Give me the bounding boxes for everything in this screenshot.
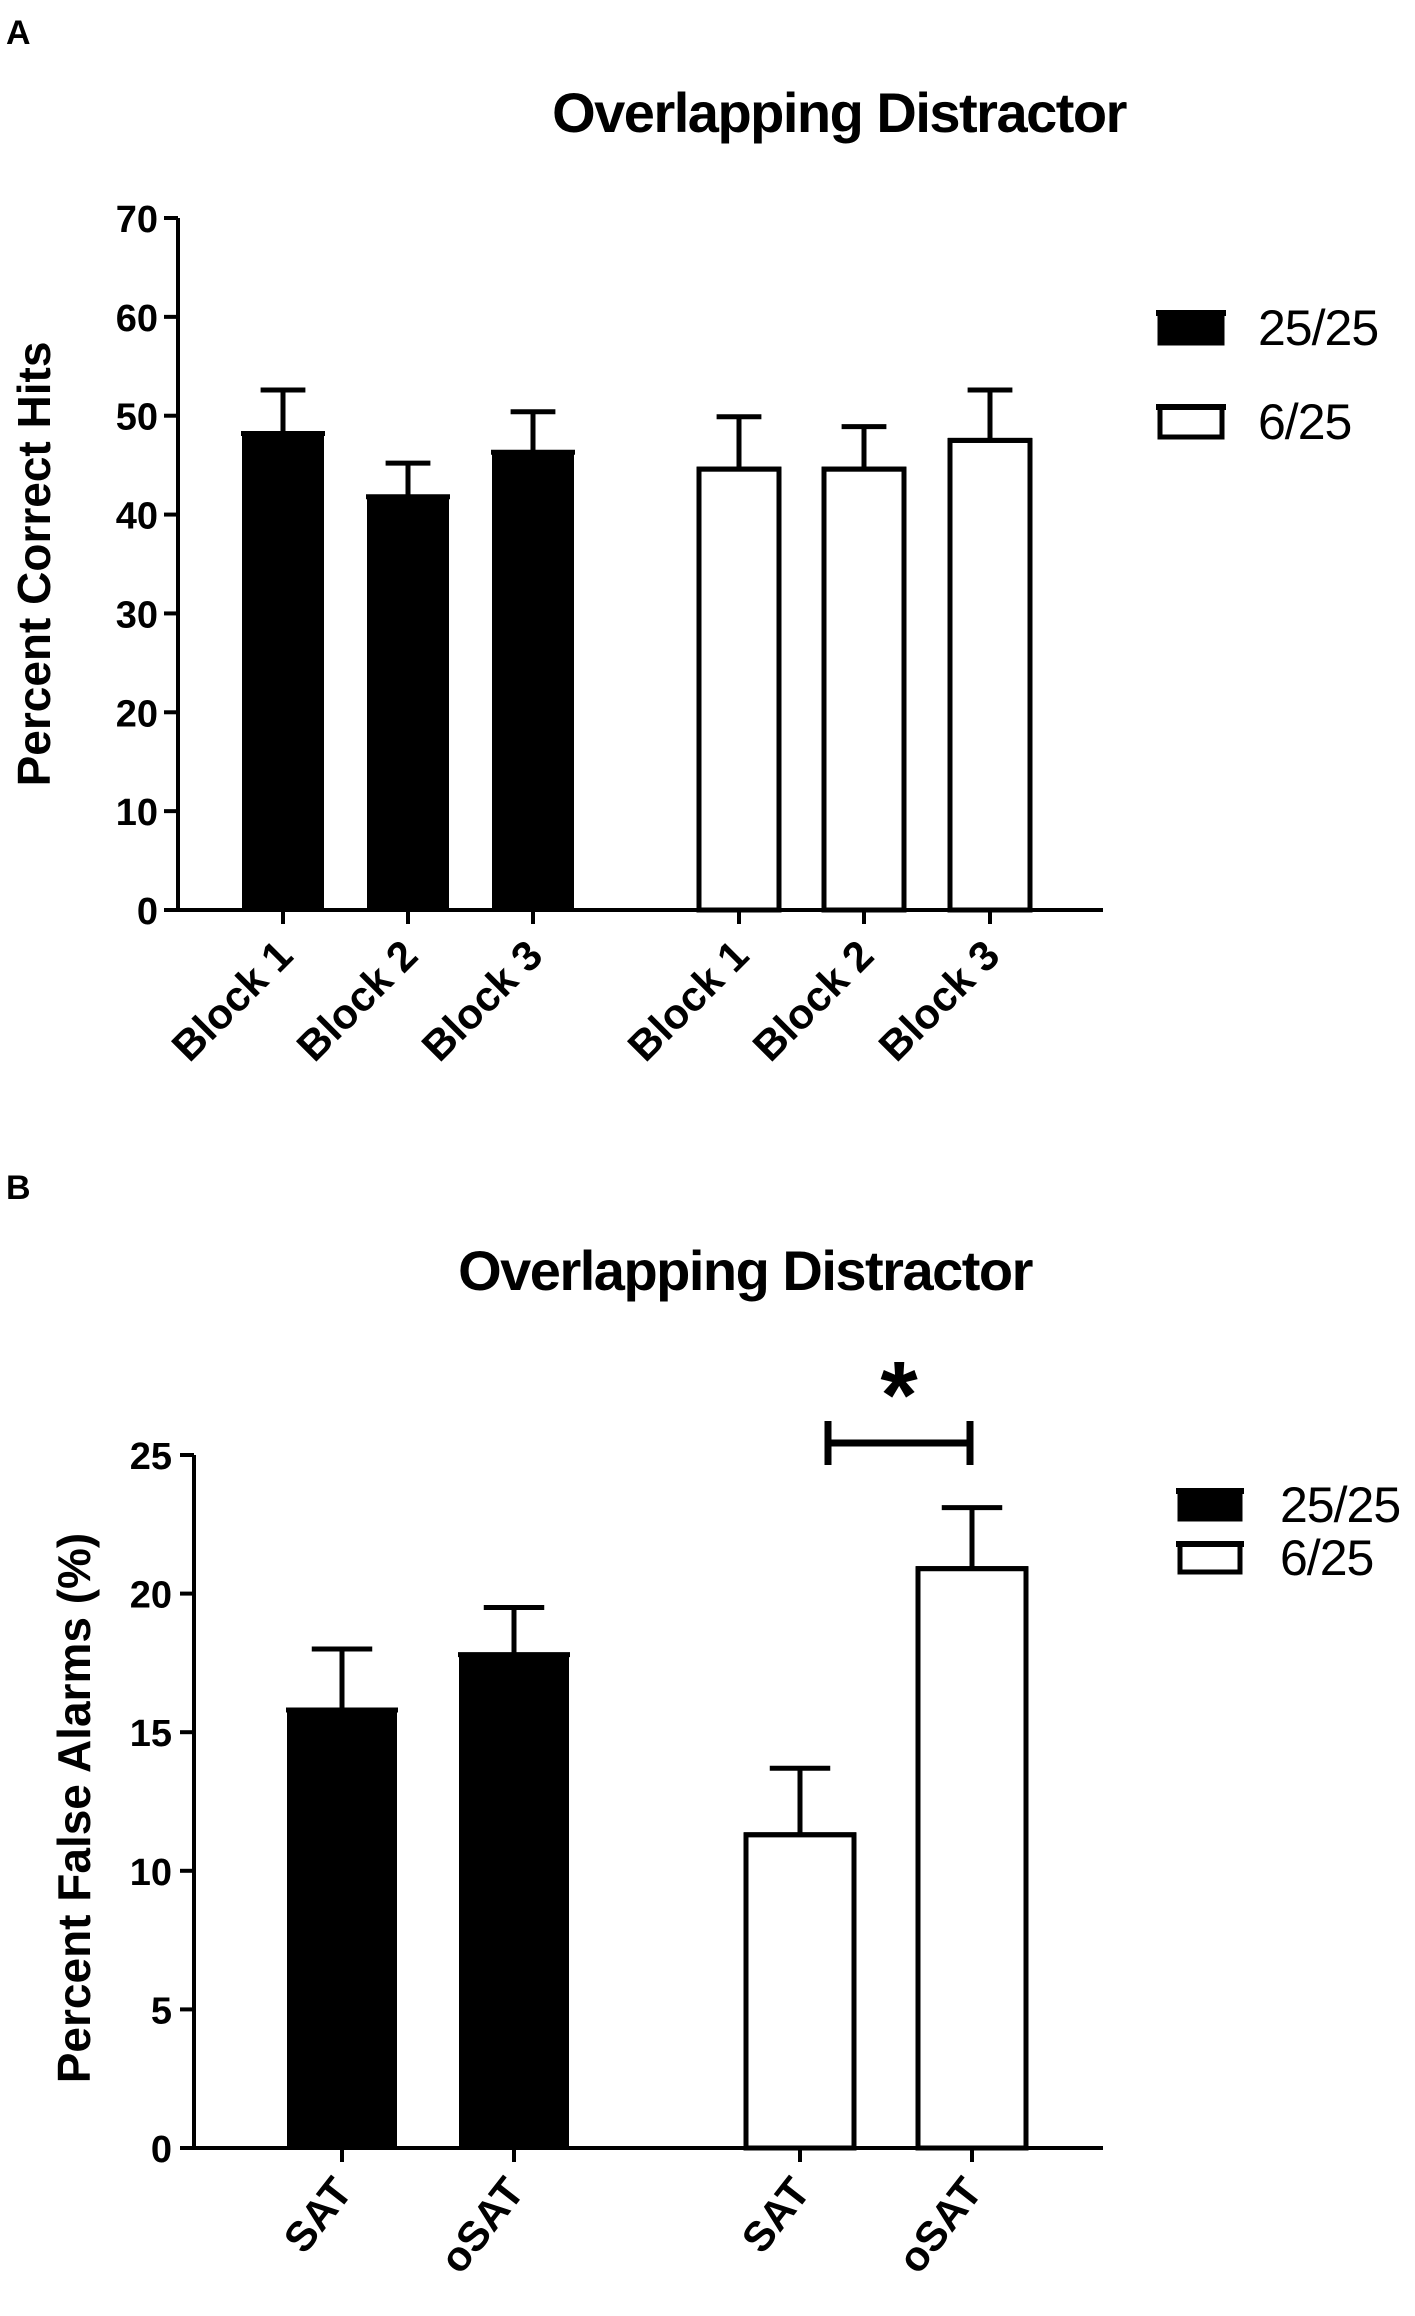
bar-25-25-block-2 bbox=[367, 495, 449, 911]
panel-label-b: B bbox=[6, 1169, 31, 1207]
x-tick-label: Block 1 bbox=[618, 931, 757, 1070]
bar-6-25-block-1 bbox=[696, 466, 782, 913]
x-tick-label: Block 1 bbox=[162, 931, 301, 1070]
bar-6-25-block-2 bbox=[821, 466, 907, 913]
x-tick-label: SAT bbox=[732, 2168, 819, 2261]
chart-title: Overlapping Distractor bbox=[458, 1239, 1033, 1302]
legend-swatch-6-25 bbox=[1157, 404, 1225, 440]
x-tick-label: SAT bbox=[274, 2168, 361, 2261]
legend-label: 6/25 bbox=[1258, 394, 1351, 450]
legend-swatch-6-25 bbox=[1177, 1541, 1243, 1575]
chart-title: Overlapping Distractor bbox=[552, 81, 1127, 144]
x-tick-label: Block 2 bbox=[287, 931, 426, 1070]
y-tick-label: 30 bbox=[116, 594, 158, 636]
y-tick-label: 0 bbox=[151, 2129, 172, 2171]
y-tick-label: 25 bbox=[130, 1436, 172, 1478]
bar-25-25-osat bbox=[459, 1653, 569, 2149]
y-tick-label: 5 bbox=[151, 1990, 172, 2032]
legend-label: 25/25 bbox=[1280, 1477, 1400, 1533]
x-tick-label: Block 3 bbox=[412, 931, 551, 1070]
y-axis-label: Percent False Alarms (%) bbox=[48, 1533, 100, 2084]
chart-panel-b: Overlapping Distractor Percent False Alar… bbox=[48, 1239, 1401, 2282]
y-tick-label: 0 bbox=[137, 891, 158, 933]
y-axis-label: Percent Correct Hits bbox=[8, 342, 60, 787]
x-tick-label: oSAT bbox=[430, 2168, 533, 2281]
legend-label: 25/25 bbox=[1258, 300, 1378, 356]
y-tick-label: 70 bbox=[116, 199, 158, 241]
bar-6-25-sat bbox=[743, 1832, 857, 2151]
x-tick-label: oSAT bbox=[888, 2168, 991, 2281]
y-tick-label: 40 bbox=[116, 496, 158, 538]
y-tick-label: 20 bbox=[130, 1575, 172, 1617]
x-tick-label: Block 2 bbox=[743, 931, 882, 1070]
panel-label-a: A bbox=[6, 14, 31, 52]
bar-6-25-block-3 bbox=[947, 437, 1033, 913]
legend-label: 6/25 bbox=[1280, 1530, 1373, 1586]
bar-25-25-sat bbox=[287, 1709, 397, 2150]
chart-panel-a: Overlapping Distractor Percent Correct Hi… bbox=[8, 81, 1379, 1070]
y-tick-label: 15 bbox=[130, 1713, 172, 1755]
bar-25-25-block-1 bbox=[242, 432, 324, 911]
significance-star: * bbox=[880, 1342, 918, 1449]
y-tick-label: 20 bbox=[116, 693, 158, 735]
legend-swatch-25-25 bbox=[1177, 1488, 1243, 1522]
x-tick-label: Block 3 bbox=[869, 931, 1008, 1070]
y-tick-label: 60 bbox=[116, 298, 158, 340]
legend-swatch-25-25 bbox=[1157, 310, 1225, 346]
bar-25-25-block-3 bbox=[492, 451, 574, 911]
bar-6-25-osat bbox=[915, 1566, 1029, 2151]
y-tick-label: 50 bbox=[116, 397, 158, 439]
y-tick-label: 10 bbox=[116, 792, 158, 834]
y-tick-label: 10 bbox=[130, 1852, 172, 1894]
